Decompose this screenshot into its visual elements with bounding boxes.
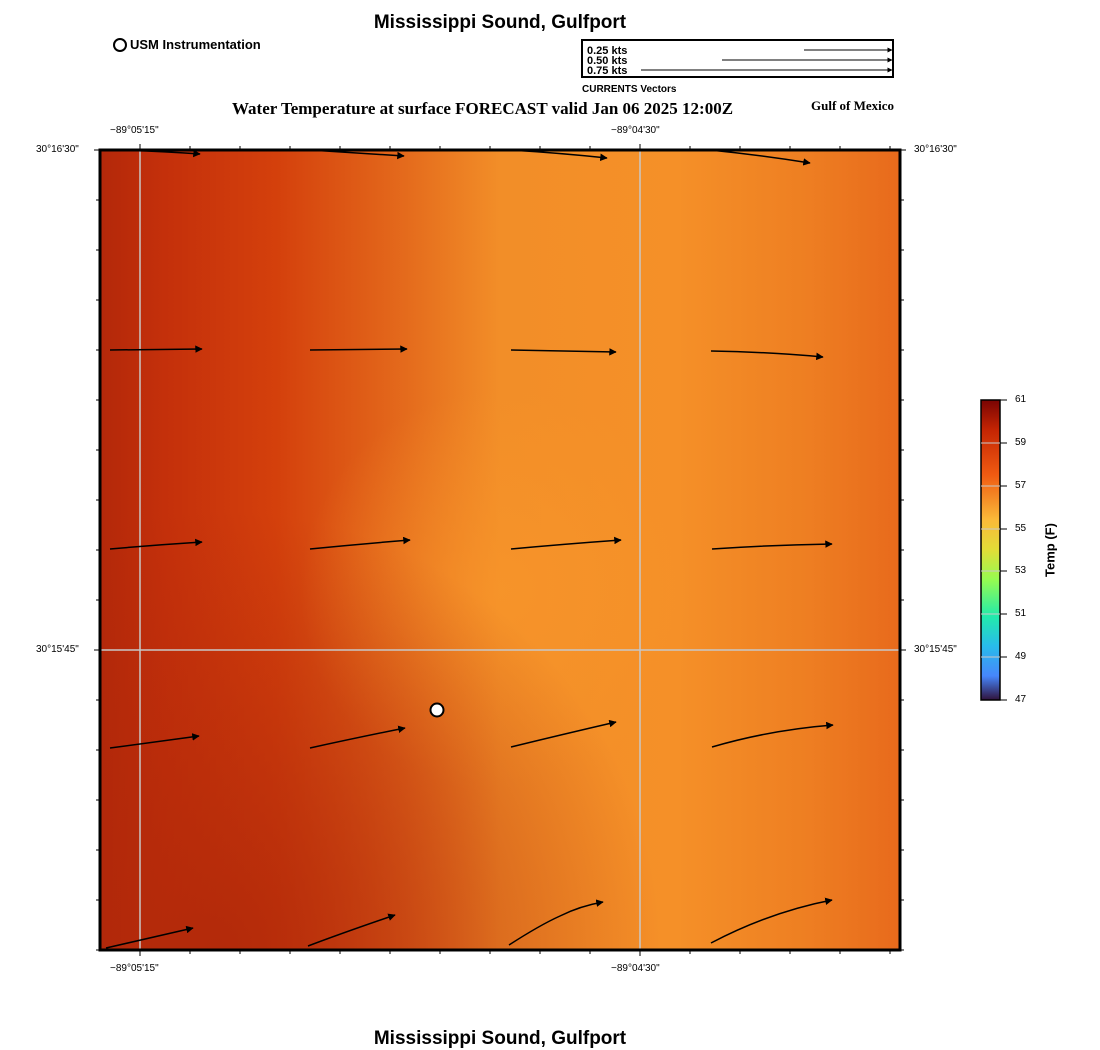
current-vector [711,721,834,748]
current-vector [710,897,833,944]
colorbar-tick-label: 55 [1015,523,1027,534]
usm-legend-label: USM Instrumentation [130,37,261,52]
map-title: Mississippi Sound, Gulfport [373,12,627,33]
current-vector [309,149,405,160]
lon-tick-label-bottom: −89°04'30" [611,963,660,974]
legend-arrows [641,47,893,73]
current-vector [510,719,617,748]
current-vector [710,350,824,361]
legend-entry-label: 0.25 kts [587,45,628,57]
current-vector [109,733,200,749]
currents-legend-box: 0.25 kts 0.50 kts 0.75 kts [581,39,894,78]
colorbar-tick-label: 49 [1015,651,1027,662]
legend-entry-label: 0.50 kts [587,55,628,67]
colorbar [980,399,1001,701]
current-vector [109,538,203,550]
colorbar-internal-tick-lines [981,442,1000,658]
lat-tick-label-left: 30°15'45" [36,644,79,655]
lat-tick-label-left: 30°16'30" [36,144,79,155]
frame-ticks [94,144,906,956]
lat-tick-label-right: 30°16'30" [914,144,957,155]
colorbar-tick-label: 61 [1015,394,1027,405]
right-ticks [900,149,906,951]
temperature-field-warm-patch [100,150,900,950]
current-vector [711,540,833,550]
usm-station-marker[interactable] [429,702,445,718]
colorbar-tick-label: 53 [1015,565,1027,576]
region-label: Gulf of Mexico [811,98,895,113]
colorbar-tick-label: 57 [1015,480,1027,491]
footer-title: Mississippi Sound, Gulfport [373,1028,627,1049]
colorbar-label: Temp (F) [1042,523,1058,577]
current-vector [309,725,406,749]
current-vector [509,149,608,162]
current-vector [111,149,201,158]
map-frame [98,148,902,952]
current-vector [109,345,203,353]
currents-legend-title: CURRENTS Vectors [582,84,677,95]
current-vector [105,925,194,949]
lat-tick-label-right: 30°15'45" [914,644,957,655]
lon-tick-label-top: −89°04'30" [611,125,660,136]
colorbar-tick-marks [1000,399,1007,701]
colorbar-tick-label: 47 [1015,694,1027,705]
lon-tick-label-top: −89°05'15" [110,125,159,136]
bottom-ticks [139,950,891,956]
current-vector [508,899,604,946]
lon-tick-label-bottom: −89°05'15" [110,963,159,974]
colorbar-tick-label: 51 [1015,608,1027,619]
colorbar-ticks [1000,399,1007,701]
legend-entry-label: 0.75 kts [587,65,628,77]
left-ticks [94,149,100,951]
current-vector [309,345,408,353]
usm-legend: USM Instrumentation [113,37,261,52]
circle-marker-icon [113,37,127,52]
colorbar-internal-ticks [981,442,1000,658]
current-vector [510,536,622,550]
top-ticks [139,144,891,150]
current-vector [309,536,411,550]
current-vector [307,913,396,947]
current-vectors [105,149,834,949]
colorbar-tick-label: 59 [1015,437,1027,448]
current-vector [510,348,617,356]
current-vector [709,149,811,166]
graticule [100,150,900,950]
map-subtitle: Water Temperature at surface FORECAST va… [232,99,734,118]
